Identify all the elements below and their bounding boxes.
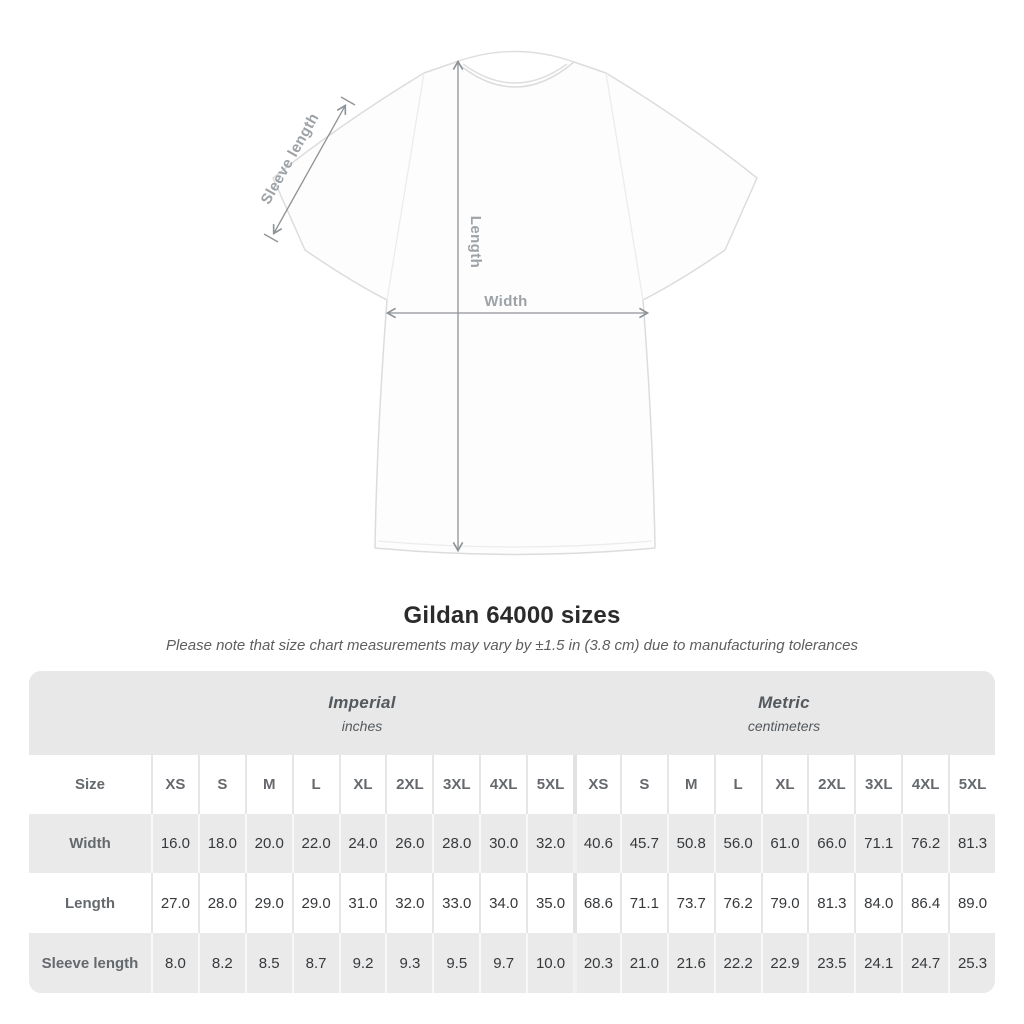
metric-size-header-xl: XL (760, 755, 808, 814)
metric-size-header-5xl: 5XL (948, 755, 995, 814)
tshirt-collar-icon (455, 50, 575, 63)
sleeve-length-arrow (272, 104, 347, 235)
imperial-size-header-5xl: 5XL (526, 755, 573, 814)
width-imperial-4xl: 30.0 (479, 814, 527, 873)
sleeve-metric-m: 21.6 (666, 933, 714, 993)
page-title: Gildan 64000 sizes (403, 602, 621, 629)
width-label: Width (484, 293, 528, 310)
width-imperial-5xl: 32.0 (526, 814, 573, 873)
sleeve-imperial-m: 8.5 (244, 933, 292, 993)
length-imperial-3xl: 33.0 (432, 873, 480, 933)
length-imperial-xs: 27.0 (151, 873, 198, 933)
sleeve-imperial-5xl: 10.0 (526, 933, 573, 993)
length-row-label: Length (29, 873, 151, 933)
sleeve-length-tick-bottom (263, 233, 279, 243)
width-metric-4xl: 76.2 (901, 814, 949, 873)
metric-size-header-3xl: 3XL (854, 755, 902, 814)
imperial-size-header-4xl: 4XL (479, 755, 527, 814)
imperial-size-header-xs: XS (151, 755, 198, 814)
tshirt-photo: Length Width Sleeve length (258, 50, 758, 556)
tshirt-hem-stitch (377, 540, 653, 548)
length-imperial-2xl: 32.0 (385, 873, 433, 933)
imperial-size-header-2xl: 2XL (385, 755, 433, 814)
width-imperial-xl: 24.0 (338, 814, 386, 873)
sleeve-imperial-4xl: 9.7 (479, 933, 527, 993)
length-metric-xl: 79.0 (760, 873, 808, 933)
length-imperial-m: 29.0 (244, 873, 292, 933)
sleeve-metric-4xl: 24.7 (901, 933, 949, 993)
sleeve-imperial-s: 8.2 (197, 933, 245, 993)
sleeve-metric-s: 21.0 (619, 933, 667, 993)
length-imperial-l: 29.0 (291, 873, 339, 933)
size-row-label: Size (29, 755, 151, 814)
sleeve-metric-5xl: 25.3 (948, 933, 995, 993)
sleeve-metric-3xl: 24.1 (854, 933, 902, 993)
table-corner-cell (29, 671, 151, 755)
tolerance-note: Please note that size chart measurements… (166, 637, 858, 654)
imperial-size-header-l: L (291, 755, 339, 814)
sleeve-metric-xs: 20.3 (573, 933, 620, 993)
metric-group-unit: centimeters (747, 717, 821, 734)
width-metric-5xl: 81.3 (948, 814, 995, 873)
width-metric-l: 56.0 (713, 814, 761, 873)
length-label: Length (467, 216, 484, 268)
metric-group-header: Metric centimeters (573, 671, 995, 755)
length-metric-l: 76.2 (713, 873, 761, 933)
width-metric-xl: 61.0 (760, 814, 808, 873)
sleeve-length-row-label: Sleeve length (29, 933, 151, 993)
length-metric-5xl: 89.0 (948, 873, 995, 933)
imperial-group-unit: inches (341, 717, 383, 734)
metric-size-header-s: S (619, 755, 667, 814)
width-metric-s: 45.7 (619, 814, 667, 873)
tshirt-right-sleeve-seam (605, 72, 644, 301)
width-metric-xs: 40.6 (573, 814, 620, 873)
length-imperial-5xl: 35.0 (526, 873, 573, 933)
imperial-size-header-3xl: 3XL (432, 755, 480, 814)
width-metric-3xl: 71.1 (854, 814, 902, 873)
length-metric-xs: 68.6 (573, 873, 620, 933)
tshirt-left-sleeve-seam (386, 72, 425, 301)
width-metric-2xl: 66.0 (807, 814, 855, 873)
tshirt-measurement-diagram: Length Width Sleeve length (258, 50, 758, 556)
sleeve-metric-2xl: 23.5 (807, 933, 855, 993)
width-imperial-3xl: 28.0 (432, 814, 480, 873)
sleeve-metric-xl: 22.9 (760, 933, 808, 993)
sleeve-imperial-xs: 8.0 (151, 933, 198, 993)
length-imperial-4xl: 34.0 (479, 873, 527, 933)
width-imperial-m: 20.0 (244, 814, 292, 873)
width-metric-m: 50.8 (666, 814, 714, 873)
length-imperial-s: 28.0 (197, 873, 245, 933)
sleeve-imperial-3xl: 9.5 (432, 933, 480, 993)
size-table: Imperial inches Metric centimeters Size … (29, 671, 995, 993)
width-imperial-s: 18.0 (197, 814, 245, 873)
length-metric-s: 71.1 (619, 873, 667, 933)
metric-group-title: Metric (758, 692, 810, 712)
width-imperial-xs: 16.0 (151, 814, 198, 873)
imperial-size-header-xl: XL (338, 755, 386, 814)
metric-size-header-xs: XS (573, 755, 620, 814)
length-imperial-xl: 31.0 (338, 873, 386, 933)
width-row-label: Width (29, 814, 151, 873)
width-imperial-l: 22.0 (291, 814, 339, 873)
length-metric-2xl: 81.3 (807, 873, 855, 933)
imperial-group-title: Imperial (328, 692, 396, 712)
sleeve-imperial-2xl: 9.3 (385, 933, 433, 993)
imperial-group-header: Imperial inches (151, 671, 573, 755)
imperial-size-header-s: S (197, 755, 245, 814)
length-metric-4xl: 86.4 (901, 873, 949, 933)
width-imperial-2xl: 26.0 (385, 814, 433, 873)
imperial-size-header-m: M (244, 755, 292, 814)
metric-size-header-m: M (666, 755, 714, 814)
sleeve-imperial-l: 8.7 (291, 933, 339, 993)
metric-size-header-4xl: 4XL (901, 755, 949, 814)
length-metric-3xl: 84.0 (854, 873, 902, 933)
sleeve-length-tick-top (340, 96, 356, 106)
sleeve-metric-l: 22.2 (713, 933, 761, 993)
length-metric-m: 73.7 (666, 873, 714, 933)
metric-size-header-l: L (713, 755, 761, 814)
tshirt-collar-rib (462, 63, 568, 84)
metric-size-header-2xl: 2XL (807, 755, 855, 814)
sleeve-imperial-xl: 9.2 (338, 933, 386, 993)
